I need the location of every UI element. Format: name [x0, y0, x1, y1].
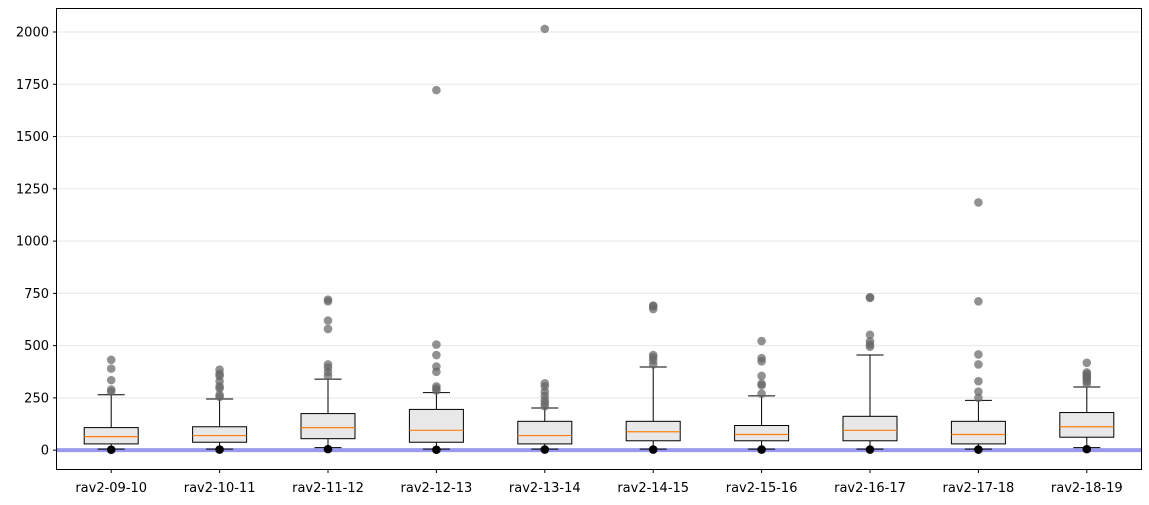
minimum-marker — [106, 445, 116, 455]
box-group — [517, 24, 573, 454]
box-group — [950, 198, 1006, 454]
plot-frame — [56, 8, 1142, 470]
x-tick-label: rav2-17-18 — [943, 481, 1015, 496]
minimum-marker — [757, 445, 766, 454]
x-tick-label: rav2-14-15 — [617, 481, 689, 496]
y-tick-label: 1500 — [16, 130, 49, 145]
outlier-point — [432, 362, 441, 371]
outlier-point — [974, 350, 983, 359]
grid-lines — [57, 31, 1141, 451]
outlier-point — [540, 24, 550, 34]
outlier-point — [1082, 368, 1092, 377]
outlier-point — [757, 353, 766, 363]
outlier-point — [432, 85, 441, 95]
box-group — [734, 336, 790, 454]
y-tick-label: 2000 — [16, 26, 49, 41]
outlier-point — [865, 330, 875, 340]
minimum-marker — [865, 445, 875, 454]
outlier-point — [323, 360, 333, 369]
outlier-point — [432, 340, 441, 349]
outlier-point — [323, 316, 333, 325]
x-tick-label: rav2-18-19 — [1051, 481, 1123, 496]
outlier-point — [974, 360, 983, 369]
box-group — [83, 355, 139, 455]
outlier-point — [648, 350, 658, 360]
x-tick-label: rav2-10-11 — [184, 481, 256, 496]
outlier-point — [106, 385, 116, 394]
outlier-point — [974, 393, 983, 403]
y-tick-label: 1250 — [16, 182, 49, 197]
x-tick-label: rav2-12-13 — [401, 481, 473, 496]
box — [83, 427, 139, 445]
outlier-point — [757, 336, 766, 346]
box — [625, 420, 681, 442]
boxes-layer — [83, 24, 1115, 455]
x-tick-label: rav2-11-12 — [292, 481, 364, 496]
box — [408, 408, 464, 443]
box — [192, 426, 248, 443]
outlier-point — [974, 387, 983, 396]
y-tick-label: 1750 — [16, 78, 49, 93]
box-group — [842, 292, 898, 454]
box — [734, 425, 790, 442]
box — [842, 415, 898, 442]
x-tick-label: rav2-09-10 — [75, 481, 147, 496]
outlier-point — [215, 365, 224, 374]
box — [1059, 412, 1115, 438]
minimum-marker — [648, 445, 658, 454]
outlier-point — [757, 371, 766, 381]
outlier-point — [865, 292, 875, 302]
y-tick-label: 250 — [24, 391, 49, 406]
box-group — [1059, 358, 1115, 454]
x-tick-label: rav2-15-16 — [726, 481, 798, 496]
x-tick-label: rav2-13-14 — [509, 481, 581, 496]
outlier-point — [432, 350, 441, 360]
outlier-point — [974, 198, 983, 207]
box-group — [192, 365, 248, 454]
y-tick-label: 500 — [24, 339, 49, 354]
outlier-point — [757, 379, 766, 388]
x-tick-label: rav2-16-17 — [834, 481, 906, 496]
y-tick-label: 750 — [24, 287, 49, 302]
minimum-marker — [974, 445, 983, 454]
y-tick-label: 1000 — [16, 235, 49, 250]
outlier-point — [1082, 358, 1092, 368]
box-group — [408, 85, 464, 455]
outlier-point — [215, 390, 224, 400]
outlier-point — [106, 375, 116, 385]
minimum-marker — [540, 445, 550, 454]
outlier-point — [432, 382, 441, 391]
outlier-point — [757, 389, 766, 399]
outlier-point — [323, 324, 333, 334]
minimum-marker — [215, 445, 224, 454]
box — [950, 420, 1006, 445]
outlier-point — [106, 364, 116, 373]
box-group — [625, 301, 681, 454]
minimum-marker — [432, 445, 441, 455]
outlier-point — [648, 301, 658, 310]
outlier-point — [323, 295, 333, 304]
minimum-marker — [323, 444, 333, 454]
outlier-point — [974, 297, 983, 306]
outlier-point — [865, 337, 875, 346]
box — [300, 413, 356, 440]
box-group — [300, 295, 356, 454]
outlier-point — [974, 376, 983, 386]
outlier-point — [106, 355, 116, 365]
y-tick-label: 0 — [41, 444, 49, 459]
outlier-point — [540, 378, 550, 388]
box — [517, 420, 573, 445]
minimum-marker — [1082, 444, 1092, 454]
